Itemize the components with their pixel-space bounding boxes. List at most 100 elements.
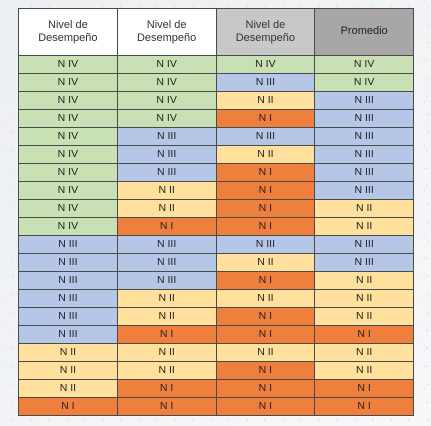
level-cell: N II [116,361,217,380]
level-cell: N I [215,271,316,290]
table-row: N III N II N II N II [18,289,414,308]
level-cell: N III [116,235,217,254]
level-cell: N I [116,379,217,398]
level-cell: N III [18,253,118,272]
level-cell: N II [215,289,316,308]
level-cell: N I [116,397,217,416]
level-cell: N I [116,325,217,344]
table-row: N IV N IV N II N III [18,91,414,110]
level-cell: N I [215,379,316,398]
level-cell: N I [314,325,414,344]
level-cell: N II [314,271,414,290]
level-cell: N IV [116,109,217,128]
table-row: N IV N III N III N III [18,127,414,146]
level-cell: N IV [18,73,118,92]
table-row: N IV N IV N IV N IV [18,55,414,74]
level-cell: N I [314,397,414,416]
level-cell: N II [215,343,316,362]
level-cell: N II [314,343,414,362]
level-cell: N III [116,271,217,290]
level-cell: N I [215,361,316,380]
level-cell: N II [116,343,217,362]
level-cell: N II [314,307,414,326]
level-cell: N I [215,181,316,200]
level-cell: N IV [18,181,118,200]
level-cell: N III [18,325,118,344]
table-row: N II N II N II N II [18,343,414,362]
level-cell: N IV [314,55,414,74]
level-cell: N II [314,361,414,380]
level-cell: N III [215,73,316,92]
level-cell: N III [116,163,217,182]
level-cell: N I [314,379,414,398]
level-cell: N IV [18,217,118,236]
level-cell: N II [215,91,316,110]
table-body: N IV N IV N IV N IV N IV N IV N III N IV N IV N I… [18,55,414,416]
level-cell: N III [18,289,118,308]
header-nivel-desempeno-1: Nivel de Desempeño [18,8,118,56]
level-cell: N II [314,199,414,218]
level-cell: N I [18,397,118,416]
table-row: N IV N IV N III N IV [18,73,414,92]
level-cell: N II [18,361,118,380]
level-cell: N III [215,127,316,146]
table-row: N IV N III N II N III [18,145,414,164]
level-cell: N II [116,307,217,326]
level-cell: N I [215,109,316,128]
level-cell: N III [314,145,414,164]
level-cell: N IV [215,55,316,74]
level-cell: N III [116,145,217,164]
level-cell: N IV [18,91,118,110]
level-cell: N III [314,235,414,254]
level-cell: N III [18,307,118,326]
level-cell: N I [215,163,316,182]
level-cell: N II [116,181,217,200]
level-cell: N I [116,217,217,236]
header-nivel-desempeno-3: Nivel de Desempeño [215,8,316,56]
level-cell: N IV [18,145,118,164]
level-cell: N II [314,289,414,308]
level-cell: N I [215,325,316,344]
level-cell: N IV [18,163,118,182]
level-cell: N IV [116,55,217,74]
header-promedio: Promedio [314,8,414,56]
level-cell: N II [116,289,217,308]
level-cell: N III [314,253,414,272]
table-header: Nivel de Desempeño Nivel de Desempeño Nive… [18,8,414,56]
level-cell: N II [18,379,118,398]
level-cell: N III [314,127,414,146]
level-cell: N III [314,91,414,110]
level-cell: N III [18,271,118,290]
level-cell: N IV [314,73,414,92]
level-cell: N II [18,343,118,362]
level-cell: N I [215,217,316,236]
level-cell: N IV [116,91,217,110]
level-cell: N IV [18,55,118,74]
level-cell: N I [215,397,316,416]
level-cell: N III [18,235,118,254]
level-cell: N II [116,199,217,218]
level-cell: N III [116,253,217,272]
level-cell: N IV [18,127,118,146]
level-cell: N III [215,235,316,254]
level-cell: N I [215,199,316,218]
level-cell: N II [215,253,316,272]
level-cell: N III [116,127,217,146]
level-cell: N III [314,181,414,200]
level-cell: N II [314,217,414,236]
level-cell: N III [314,109,414,128]
header-nivel-desempeno-2: Nivel de Desempeño [116,8,217,56]
table-row: N III N III N II N III [18,253,414,272]
